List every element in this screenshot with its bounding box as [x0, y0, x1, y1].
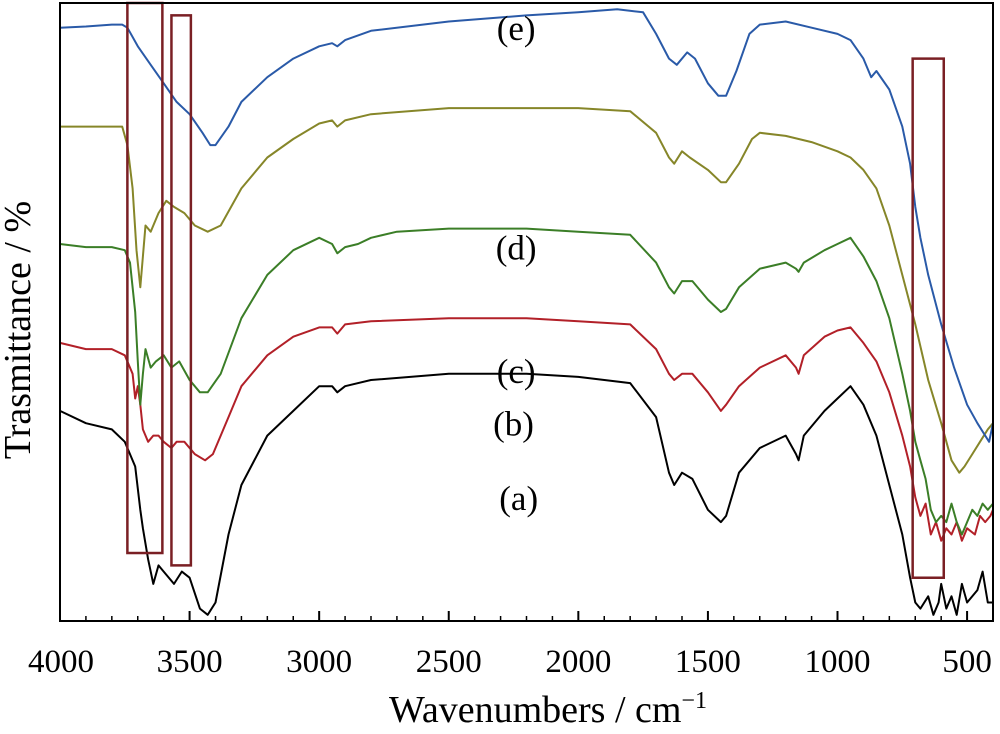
x-tick-label-3000: 3000	[286, 644, 352, 680]
highlight-box-3	[911, 57, 946, 579]
highlight-box-1	[126, 1, 164, 555]
x-tick-label-4000: 4000	[28, 644, 94, 680]
plot-frame	[59, 2, 994, 622]
x-tick-label-1500: 1500	[675, 644, 741, 680]
highlight-box-2	[170, 14, 193, 567]
series-line-3	[59, 227, 994, 536]
series-label-layer: (a) (b) (c) (d) (e)	[493, 9, 538, 518]
series-line-2	[59, 317, 994, 542]
x-tick-layer: 4000 3500 3000 2500 2000 1500 1000 500	[28, 611, 992, 680]
series-label-2: (b)	[493, 405, 534, 444]
series-line-1	[59, 372, 993, 616]
series-line-4	[60, 107, 994, 474]
x-tick-label-2000: 2000	[545, 644, 611, 680]
series-label-3: (c)	[497, 352, 536, 391]
series-label-5: (e)	[497, 9, 536, 48]
x-tick-label-2500: 2500	[416, 644, 482, 680]
x-tick-label-500: 500	[942, 644, 992, 680]
x-tick-label-3500: 3500	[157, 644, 223, 680]
series-layer	[59, 8, 994, 616]
series-line-5	[59, 8, 994, 443]
series-label-4: (d)	[496, 228, 537, 267]
x-axis-title-superscript: −1	[681, 688, 707, 714]
x-axis-title: Wavenumbers / cm−1	[389, 688, 707, 731]
x-axis-title-text: Wavenumbers / cm	[389, 689, 681, 731]
x-tick-label-1000: 1000	[805, 644, 871, 680]
series-label-1: (a)	[499, 479, 538, 518]
y-axis-title: Trasmittance / %	[0, 201, 39, 459]
